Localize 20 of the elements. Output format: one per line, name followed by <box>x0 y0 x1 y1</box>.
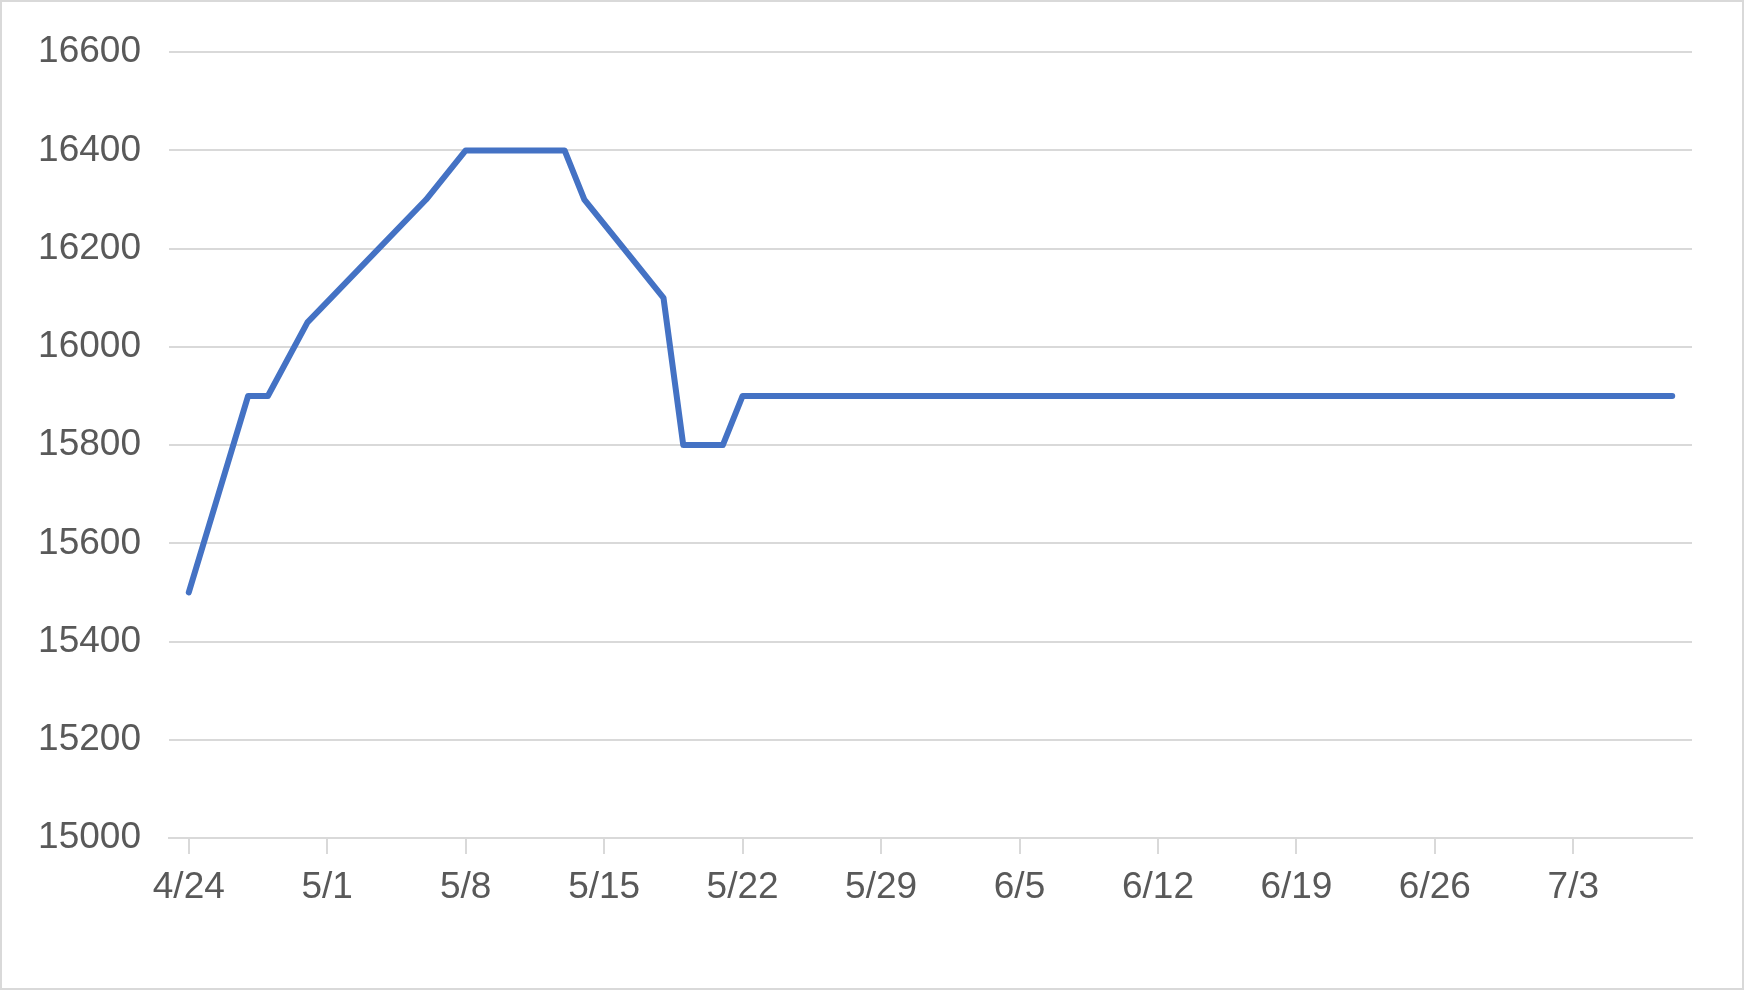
y-tick-label: 15200 <box>38 716 141 758</box>
y-tick-label: 16600 <box>38 29 141 71</box>
x-tick-label: 5/29 <box>845 865 918 907</box>
x-tick-label: 5/15 <box>568 865 641 907</box>
x-tick-label: 5/22 <box>706 865 779 907</box>
y-tick-label: 15600 <box>38 520 141 562</box>
x-tick-label: 4/24 <box>152 865 225 907</box>
x-tick-label: 6/5 <box>993 865 1046 907</box>
y-tick-label: 16000 <box>38 324 141 366</box>
x-tick-label: 6/19 <box>1260 865 1333 907</box>
y-tick-label: 15800 <box>38 422 141 464</box>
x-tick-label: 5/1 <box>301 865 353 907</box>
x-tick-label: 6/12 <box>1121 865 1194 907</box>
y-tick-label: 16200 <box>38 225 141 267</box>
y-tick-label: 15000 <box>38 815 141 857</box>
x-tick-label: 7/3 <box>1547 865 1600 907</box>
y-tick-label: 16400 <box>38 127 141 169</box>
x-tick-label: 5/8 <box>439 865 492 907</box>
y-tick-label: 15400 <box>38 618 141 660</box>
x-tick-label: 6/26 <box>1398 865 1471 907</box>
